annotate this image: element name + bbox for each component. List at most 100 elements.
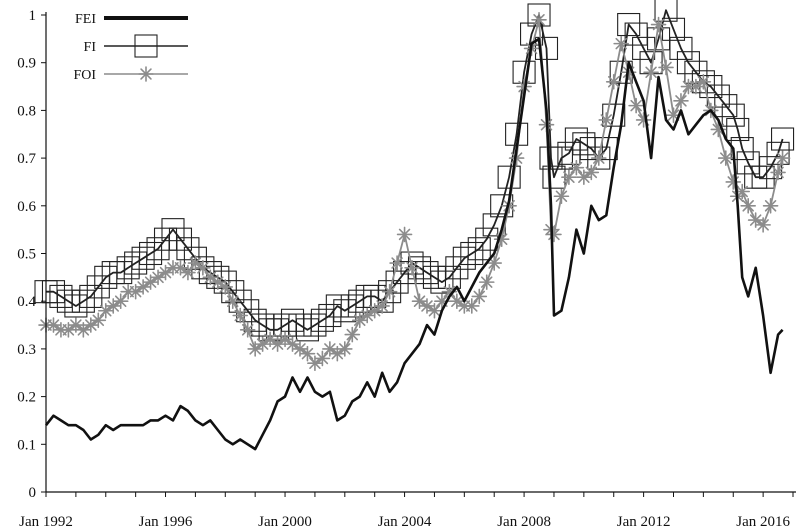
x-tick-label: Jan 2000 bbox=[258, 514, 312, 530]
series-point-fi bbox=[430, 270, 454, 294]
series-point-fi bbox=[139, 241, 163, 266]
series-point-fi bbox=[131, 246, 155, 270]
series-point-fi bbox=[766, 141, 790, 165]
series-point-fi bbox=[303, 313, 327, 337]
y-tick-label: 0.9 bbox=[17, 56, 36, 72]
series-point-fi bbox=[333, 299, 357, 323]
series-point-foi bbox=[157, 264, 174, 281]
series-fi bbox=[34, 0, 795, 342]
series-point-fi bbox=[86, 275, 110, 299]
legend-marker-fi bbox=[134, 34, 158, 58]
series-point-foi bbox=[628, 97, 644, 114]
series-point-foi bbox=[299, 345, 316, 362]
series-point-foi bbox=[755, 217, 771, 233]
series-point-foi bbox=[635, 112, 652, 128]
series-point-fi bbox=[460, 241, 484, 266]
series-point-foi bbox=[232, 307, 249, 324]
series-point-foi bbox=[396, 226, 413, 243]
series-point-fi bbox=[295, 318, 320, 342]
series-point-foi bbox=[284, 336, 301, 352]
x-tick-label: Jan 2016 bbox=[736, 514, 790, 530]
legend-item-fi: FI bbox=[84, 34, 188, 58]
y-tick-label: 0 bbox=[29, 485, 37, 501]
series-point-fi bbox=[116, 256, 140, 280]
series-point-foi bbox=[105, 298, 122, 314]
legend-label-foi: FOI bbox=[73, 68, 96, 83]
series-point-fi bbox=[378, 280, 402, 304]
series-point-fi bbox=[676, 51, 700, 75]
series-point-foi bbox=[471, 288, 488, 305]
series-point-fi bbox=[617, 12, 641, 37]
y-tick-label: 1 bbox=[29, 8, 37, 24]
series-point-fi bbox=[161, 218, 185, 242]
series-point-foi bbox=[172, 260, 189, 276]
series-point-fi bbox=[71, 289, 95, 313]
series-point-foi bbox=[314, 350, 331, 367]
series-point-fi bbox=[445, 256, 469, 280]
series-point-foi bbox=[516, 78, 532, 95]
series-point-fi bbox=[602, 103, 626, 127]
series-point-fi bbox=[587, 146, 611, 170]
series-point-foi bbox=[770, 164, 786, 181]
series-point-fi bbox=[579, 137, 603, 161]
series-point-foi bbox=[344, 326, 361, 343]
x-tick-label: Jan 2004 bbox=[378, 514, 432, 530]
y-tick-label: 0.1 bbox=[17, 437, 36, 453]
y-tick-label: 0.7 bbox=[17, 151, 36, 167]
series-point-fi bbox=[385, 270, 409, 294]
series-point-fi bbox=[176, 237, 200, 261]
series-point-fi bbox=[64, 294, 88, 318]
series-point-fi bbox=[124, 251, 148, 275]
series-point-foi bbox=[449, 293, 465, 310]
y-tick-label: 0.6 bbox=[17, 199, 36, 215]
series-point-foi bbox=[658, 59, 674, 76]
series-point-foi bbox=[605, 73, 622, 90]
series-point-foi bbox=[774, 150, 791, 166]
series-point-fi bbox=[467, 237, 491, 261]
series-point-fi bbox=[549, 146, 573, 170]
series-point-foi bbox=[337, 341, 353, 357]
series-point-foi bbox=[590, 150, 607, 166]
series-point-foi bbox=[68, 317, 84, 333]
series-line-foi bbox=[46, 18, 784, 365]
legend-item-fei: FEI bbox=[75, 12, 188, 27]
series-point-foi bbox=[531, 11, 547, 28]
y-tick-label: 0.2 bbox=[17, 390, 36, 406]
series-point-foi bbox=[695, 73, 712, 90]
series-point-foi bbox=[269, 336, 286, 352]
series-point-fi bbox=[564, 127, 588, 151]
series-point-fi bbox=[109, 261, 133, 285]
series-point-fi bbox=[721, 103, 745, 127]
x-tick-label: Jan 1992 bbox=[19, 514, 73, 530]
legend-marker-foi bbox=[138, 66, 154, 82]
series-point-foi bbox=[673, 93, 689, 109]
series-point-foi bbox=[374, 298, 390, 314]
legend-label-fi: FI bbox=[84, 40, 97, 55]
series-point-foi bbox=[613, 35, 629, 52]
series-point-foi bbox=[478, 274, 495, 290]
series-point-fi bbox=[771, 127, 795, 151]
series-point-foi bbox=[112, 293, 129, 310]
series-point-foi bbox=[239, 322, 256, 338]
y-tick-label: 0.4 bbox=[17, 294, 36, 310]
series-point-fi bbox=[654, 0, 678, 22]
series-point-foi bbox=[553, 188, 570, 205]
series-point-foi bbox=[195, 260, 211, 276]
x-tick-label: Jan 1996 bbox=[139, 514, 193, 530]
series-point-foi bbox=[650, 16, 667, 33]
series-point-foi bbox=[426, 302, 443, 319]
series-point-fi bbox=[79, 284, 103, 308]
series-line-fei bbox=[44, 37, 784, 451]
series-point-foi bbox=[583, 164, 600, 181]
series-point-foi bbox=[762, 198, 779, 214]
series-point-foi bbox=[561, 169, 577, 185]
y-tick-label: 0.8 bbox=[17, 103, 36, 119]
series-point-foi bbox=[127, 283, 144, 300]
series-point-foi bbox=[187, 255, 204, 271]
series-layer bbox=[34, 0, 795, 451]
legend-label-fei: FEI bbox=[75, 12, 96, 27]
series-point-foi bbox=[568, 159, 585, 176]
legend: FEI FI FOI bbox=[73, 12, 188, 83]
series-point-fi bbox=[497, 165, 521, 189]
